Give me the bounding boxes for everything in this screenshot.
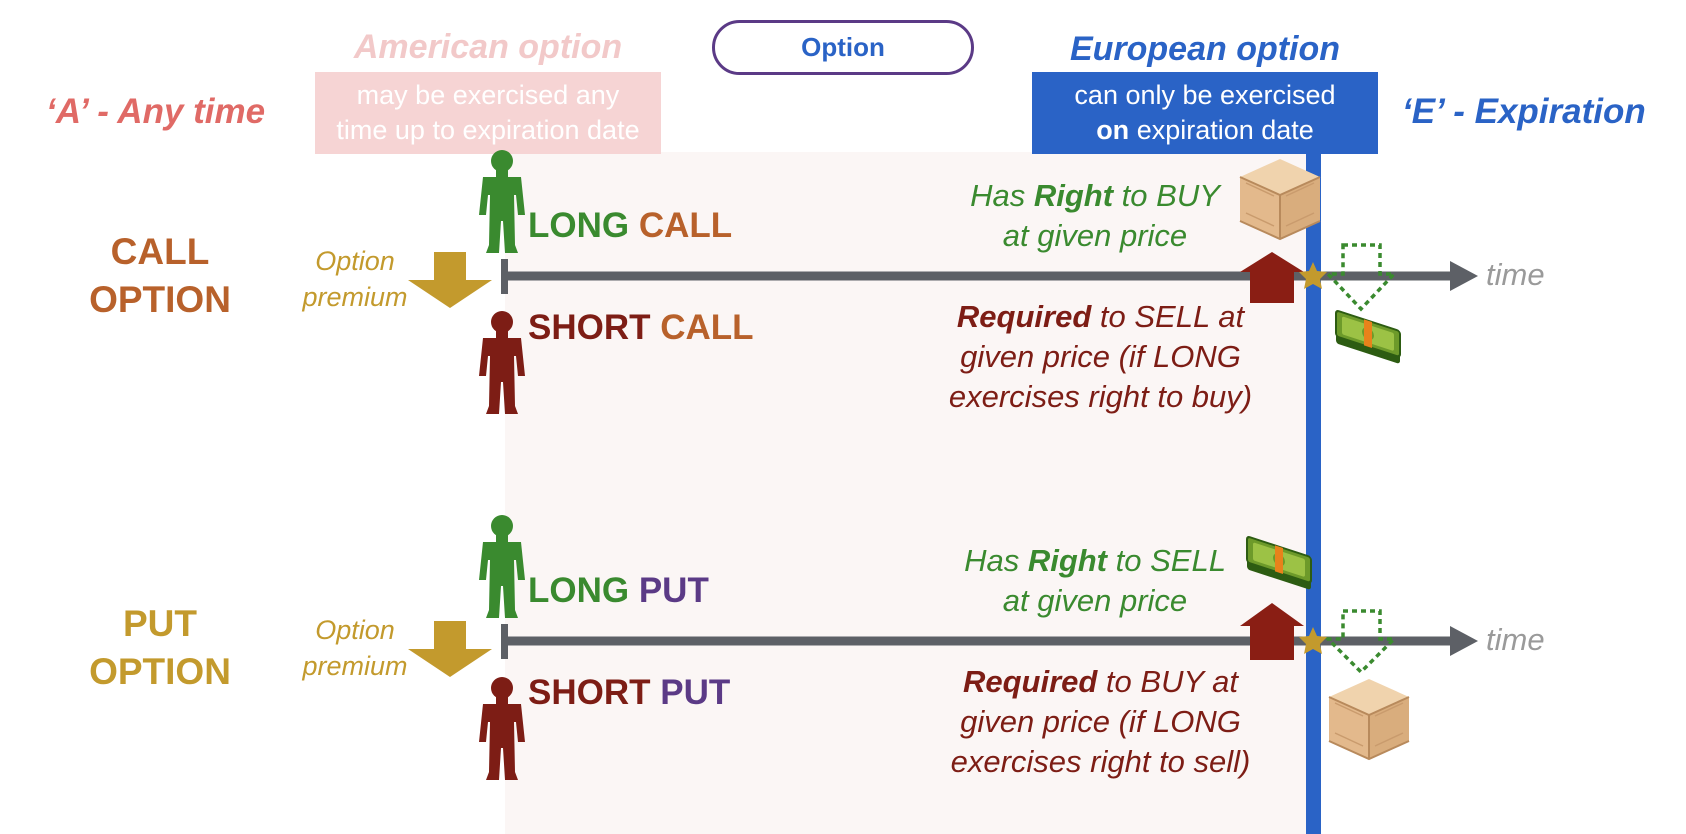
long-put-person-icon xyxy=(479,515,525,618)
european-option-title: European option xyxy=(1069,30,1341,68)
short-call-desc-line3: exercises right to buy) xyxy=(948,379,1253,414)
call-option-premium: Option premium xyxy=(285,243,425,315)
short-put-person-icon xyxy=(479,677,525,780)
put-premium-line1: Option xyxy=(315,615,395,645)
call-premium-line1: Option xyxy=(315,246,395,276)
short-put-desc-post: to BUY at xyxy=(1097,664,1239,699)
call-timeline-arrowhead xyxy=(1450,261,1478,291)
long-put-desc-post: to SELL xyxy=(1107,543,1226,578)
short-put-desc-bold: Required xyxy=(962,664,1098,699)
put-delivery-arrow-icon xyxy=(1323,609,1399,675)
short-call-desc-post: to SELL at xyxy=(1091,299,1245,334)
long-put-desc-pre: Has xyxy=(964,543,1028,578)
put-option-label: PUT OPTION xyxy=(60,600,260,696)
call-premium-line2: premium xyxy=(302,282,408,312)
short-call-person-icon xyxy=(479,311,525,414)
short-call-call: CALL xyxy=(660,308,754,347)
call-money-stack-icon xyxy=(1335,309,1401,366)
european-option-description: can only be exercised on expiration date xyxy=(1032,72,1378,154)
european-desc-rest: expiration date xyxy=(1129,115,1314,145)
long-call-person-icon xyxy=(479,150,525,253)
european-desc-line1: can only be exercised xyxy=(1074,80,1336,110)
short-call-short: SHORT xyxy=(528,308,661,347)
american-option-title: American option xyxy=(353,28,623,66)
call-premium-arrow-down-icon xyxy=(408,252,492,308)
long-call-call: CALL xyxy=(638,206,733,245)
put-label-line2: OPTION xyxy=(89,651,231,692)
put-timeline-arrowhead xyxy=(1450,626,1478,656)
long-put-desc-line1: Has Right to SELL xyxy=(950,541,1240,581)
call-timeline-start-tick xyxy=(501,259,508,294)
put-option-premium: Option premium xyxy=(285,612,425,684)
put-money-stack-icon xyxy=(1246,535,1312,592)
put-crate-icon xyxy=(1328,678,1410,760)
expiration-line xyxy=(1306,152,1321,834)
long-call-desc-line1: Has Right to BUY xyxy=(950,176,1240,216)
long-call-label: LONG CALL xyxy=(528,206,732,246)
call-label-line2: OPTION xyxy=(89,279,231,320)
short-call-label: SHORT CALL xyxy=(528,308,754,348)
short-put-label: SHORT PUT xyxy=(528,673,730,713)
long-put-put: PUT xyxy=(638,571,709,610)
put-timeline-start-tick xyxy=(501,624,508,659)
put-label-line1: PUT xyxy=(123,603,197,644)
put-expiration-star-icon xyxy=(1299,627,1327,654)
short-put-desc-line1: Required to BUY at xyxy=(928,662,1273,702)
long-put-description: Has Right to SELL at given price xyxy=(950,541,1240,621)
long-put-label: LONG PUT xyxy=(528,571,709,611)
long-call-long: LONG xyxy=(528,206,639,245)
short-call-desc-line1: Required to SELL at xyxy=(928,297,1273,337)
short-put-short: SHORT xyxy=(528,673,661,712)
call-expiration-star-icon xyxy=(1299,262,1327,289)
call-time-label: time xyxy=(1486,257,1545,292)
long-call-description: Has Right to BUY at given price xyxy=(950,176,1240,256)
short-call-desc-bold: Required xyxy=(956,299,1092,334)
american-desc-line2: time up to expiration date xyxy=(336,115,640,145)
american-option-description: may be exercised any time up to expirati… xyxy=(315,72,661,154)
option-header-pill: Option xyxy=(712,20,974,75)
call-exercise-arrow-up-icon xyxy=(1240,252,1304,303)
long-call-desc-bold: Right xyxy=(1033,178,1114,213)
put-time-label: time xyxy=(1486,622,1545,657)
call-label-line1: CALL xyxy=(110,231,210,272)
long-call-desc-line2: at given price xyxy=(1002,218,1188,253)
short-call-description: Required to SELL at given price (if LONG… xyxy=(928,297,1273,417)
call-crate-icon xyxy=(1239,158,1321,240)
call-option-label: CALL OPTION xyxy=(60,228,260,324)
put-premium-arrow-down-icon xyxy=(408,621,492,677)
short-put-description: Required to BUY at given price (if LONG … xyxy=(928,662,1273,782)
long-call-desc-pre: Has xyxy=(970,178,1034,213)
option-timeline-panel xyxy=(505,152,1310,834)
put-exercise-arrow-up-icon xyxy=(1240,603,1304,660)
european-desc-line2: on expiration date xyxy=(1032,113,1378,148)
any-time-tag: ‘A’ - Any time xyxy=(46,92,266,131)
long-put-desc-bold: Right xyxy=(1027,543,1108,578)
short-call-desc-line2: given price (if LONG xyxy=(960,339,1241,374)
put-premium-line2: premium xyxy=(302,651,408,681)
long-put-long: LONG xyxy=(528,571,639,610)
short-put-desc-line3: exercises right to sell) xyxy=(950,744,1251,779)
expiration-tag: ‘E’ - Expiration xyxy=(1402,92,1646,131)
short-put-desc-line2: given price (if LONG xyxy=(960,704,1241,739)
long-call-desc-post: to BUY xyxy=(1113,178,1220,213)
long-put-desc-line2: at given price xyxy=(1002,583,1188,618)
short-put-put: PUT xyxy=(660,673,731,712)
american-desc-line1: may be exercised any xyxy=(356,80,620,110)
european-desc-bold: on xyxy=(1096,115,1130,145)
